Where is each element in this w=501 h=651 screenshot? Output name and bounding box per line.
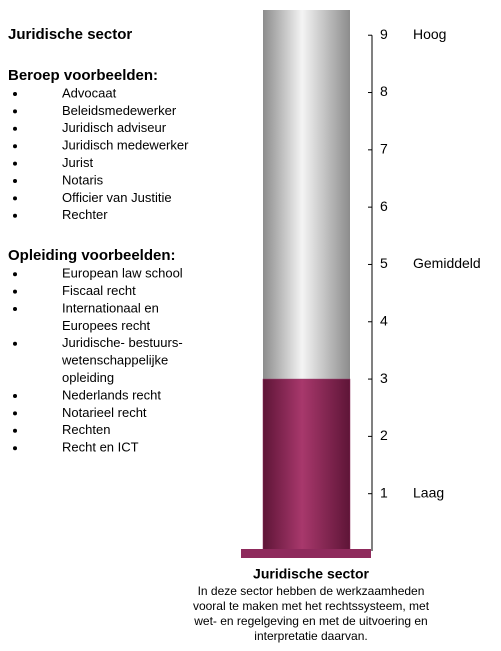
list-item: wetenschappelijke xyxy=(61,353,168,368)
list-item: Advocaat xyxy=(62,85,117,100)
list-item: Europees recht xyxy=(62,318,151,333)
description-line: interpretatie daarvan. xyxy=(254,629,367,643)
y-tick-label: 2 xyxy=(380,427,388,443)
list-item: Juridische- bestuurs- xyxy=(62,335,183,350)
bullet xyxy=(13,341,17,346)
y-tick-label: 7 xyxy=(380,141,388,157)
description-line: wet- en regelgeving en met de uitvoering… xyxy=(193,614,427,628)
category-label: Juridische sector xyxy=(253,566,369,582)
y-tick-label: 8 xyxy=(380,83,388,99)
level-label: Laag xyxy=(413,484,444,500)
list-item: Jurist xyxy=(62,155,93,170)
list-item: Officier van Justitie xyxy=(62,190,172,205)
list-item: Recht en ICT xyxy=(62,440,139,455)
list-item: Notaris xyxy=(62,172,104,187)
bullet xyxy=(13,289,17,294)
section-heading: Opleiding voorbeelden: xyxy=(8,247,176,264)
bullet xyxy=(13,446,17,451)
level-label: Hoog xyxy=(413,26,446,42)
bullet xyxy=(13,109,17,114)
level-label: Gemiddeld xyxy=(413,255,481,271)
bullet xyxy=(13,92,17,96)
list-item: Rechten xyxy=(62,422,110,437)
base-plate xyxy=(241,549,371,558)
bullet xyxy=(13,196,17,201)
description-line: vooral te maken met het rechtssysteem, m… xyxy=(193,599,430,613)
y-tick-label: 1 xyxy=(380,484,388,500)
bullet xyxy=(13,179,17,183)
section-heading: Beroep voorbeelden: xyxy=(8,67,158,84)
bullet xyxy=(13,307,17,311)
y-tick-label: 9 xyxy=(380,26,388,42)
bullet xyxy=(13,161,17,166)
y-tick-label: 5 xyxy=(380,255,388,271)
list-item: Notarieel recht xyxy=(62,405,147,420)
list-item: Juridisch adviseur xyxy=(62,120,167,135)
bullet xyxy=(13,144,17,149)
y-tick-label: 3 xyxy=(380,370,388,386)
bullet xyxy=(13,428,17,433)
sidebar-title: Juridische sector xyxy=(8,26,132,43)
y-tick-label: 6 xyxy=(380,198,388,214)
list-item: Fiscaal recht xyxy=(62,283,136,298)
y-tick-label: 4 xyxy=(380,312,388,328)
bullet xyxy=(13,213,17,218)
bullet xyxy=(13,394,17,398)
list-item: Beleidsmedewerker xyxy=(62,103,177,118)
bullet xyxy=(13,272,17,277)
list-item: Nederlands recht xyxy=(62,387,161,402)
list-item: Juridisch medewerker xyxy=(62,138,189,153)
list-item: Rechter xyxy=(62,207,108,222)
list-item: opleiding xyxy=(62,370,114,385)
bullet xyxy=(13,126,17,131)
bullet xyxy=(13,411,17,416)
list-item: European law school xyxy=(62,266,183,281)
bar xyxy=(262,378,351,552)
description-line: In deze sector hebben de werkzaamheden xyxy=(198,584,425,598)
list-item: Internationaal en xyxy=(62,300,159,315)
